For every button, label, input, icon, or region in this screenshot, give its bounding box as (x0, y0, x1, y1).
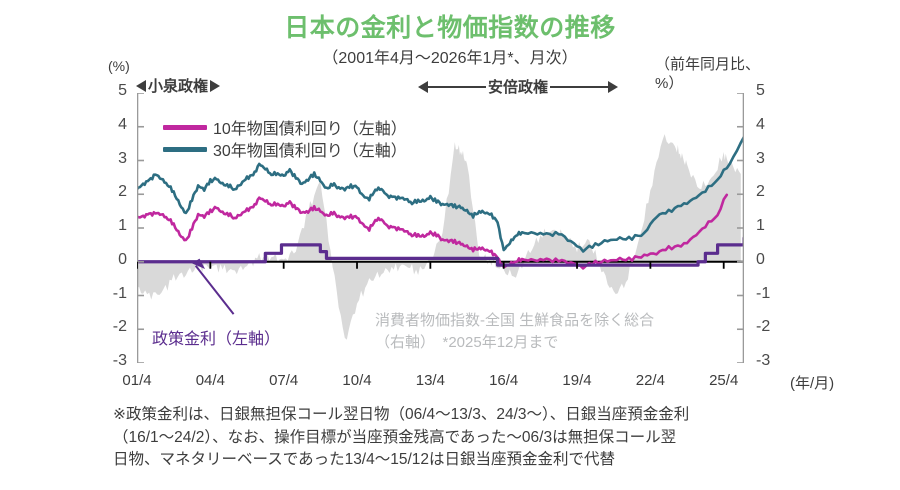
era-rule (550, 85, 609, 88)
era-marker-koizumi: 小泉政権 (136, 75, 254, 96)
era-marker-abe: 安倍政権 (418, 76, 619, 97)
annotation-policy-rate: 政策金利（左軸） (152, 331, 281, 348)
y-axis-tick-left: -2 (112, 318, 127, 336)
y-axis-tick-right: -1 (756, 284, 771, 302)
y-axis-tick-right: 3 (756, 149, 765, 167)
y-axis-tick-left: 0 (118, 250, 127, 268)
page-subtitle: （2001年4月〜2026年1月*、月次） (322, 50, 578, 67)
page-title: 日本の金利と物価指数の推移 (284, 14, 616, 42)
legend-swatch-30y (163, 146, 207, 152)
y-axis-tick-right: 5 (756, 82, 765, 99)
footnote: ※政策金利は、日銀無担保コール翌日物（06/4〜13/3、24/3〜）、日銀当座… (113, 404, 900, 472)
chart-legend: 10年物国債利回り（左軸） 30年物国債利回り（左軸） (163, 116, 407, 160)
arrow-left-icon (136, 79, 146, 92)
y-axis-tick-left: 3 (118, 149, 127, 167)
footnote-line-2: （16/1〜24/2）、なお、操作目標が当座預金残高であった〜06/3は無担保コ… (113, 428, 677, 446)
chart-svg (137, 93, 744, 363)
legend-label-30y: 30年物国債利回り（左軸） (213, 143, 407, 160)
y-axis-tick-right: 4 (756, 115, 765, 133)
arrow-right-icon (210, 79, 221, 92)
era-label-abe: 安倍政権 (488, 79, 549, 96)
y-axis-tick-left: 1 (118, 217, 127, 234)
right-axis-unit: （前年同月比、%） (655, 56, 761, 92)
y-axis-tick-right: 0 (756, 250, 765, 268)
era-rule (428, 85, 486, 88)
chart-plot-area (137, 93, 744, 363)
arrow-right-icon (608, 80, 619, 93)
x-axis-tick: 25/4 (709, 372, 739, 389)
x-axis-tick: 13/4 (415, 372, 445, 389)
x-axis-tick: 22/4 (635, 372, 665, 389)
y-axis-tick-right: -2 (756, 318, 771, 336)
y-axis-tick-left: 4 (118, 115, 127, 133)
footnote-line-3: 日物、マネタリーベースであった13/4〜15/12は日銀当座預金金利で代替 (113, 451, 616, 468)
legend-item-10y: 10年物国債利回り（左軸） (163, 116, 407, 138)
y-axis-tick-left: -1 (112, 284, 127, 302)
arrow-left-icon (418, 80, 428, 93)
x-axis-tick: 04/4 (195, 372, 225, 389)
y-axis-tick-left: -3 (112, 352, 127, 369)
left-axis-unit: (%) (108, 58, 130, 74)
era-label-koizumi: 小泉政権 (148, 78, 209, 95)
y-axis-tick-right: 2 (756, 183, 765, 201)
legend-swatch-10y (163, 124, 207, 130)
y-axis-tick-right: -3 (756, 352, 771, 369)
y-axis-tick-right: 1 (756, 217, 765, 234)
x-axis-tick: 01/4 (122, 372, 152, 389)
x-axis-tick: 19/4 (562, 372, 592, 389)
legend-item-30y: 30年物国債利回り（左軸） (163, 138, 407, 160)
footnote-line-1: ※政策金利は、日銀無担保コール翌日物（06/4〜13/3、24/3〜）、日銀当座… (113, 406, 690, 423)
x-axis-tick: 07/4 (269, 372, 299, 389)
x-axis-tick: 10/4 (342, 372, 372, 389)
x-axis-unit: (年/月) (790, 375, 835, 392)
y-axis-tick-left: 2 (118, 183, 127, 201)
x-axis-tick: 16/4 (489, 372, 519, 389)
annotation-cpi: 消費者物価指数-全国 生鮮食品を除く総合（右軸） *2025年12月まで (375, 312, 655, 351)
legend-label-10y: 10年物国債利回り（左軸） (213, 121, 407, 138)
y-axis-tick-left: 5 (118, 82, 127, 99)
